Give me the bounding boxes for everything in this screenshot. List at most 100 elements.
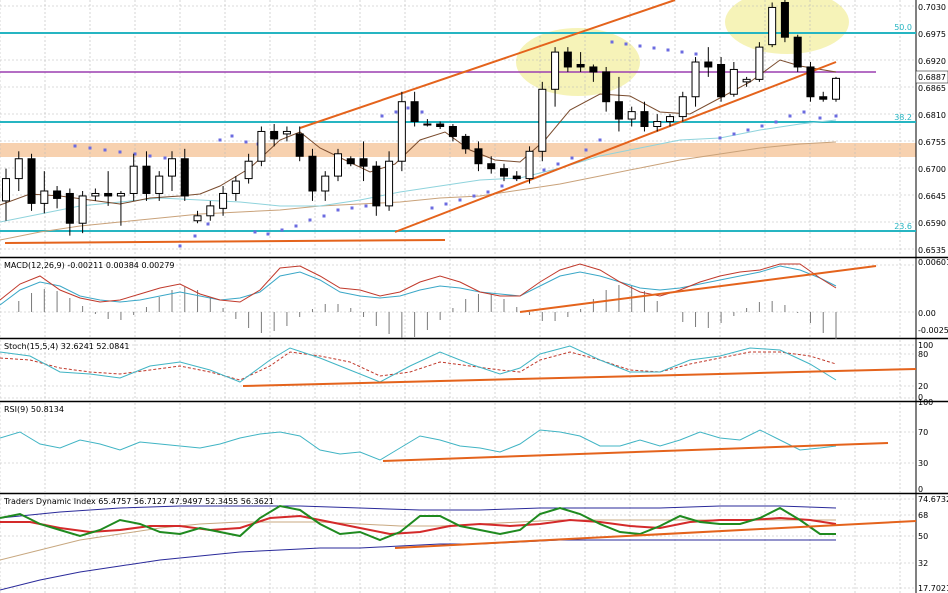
candle-body [308, 155, 317, 192]
price-tick-8: 0.6645 [918, 192, 946, 201]
candle-body [91, 192, 100, 197]
psar-dot [680, 50, 684, 54]
candle-body [678, 96, 687, 118]
tdi-trend-line [394, 520, 917, 549]
price-tick-1: 0.7030 [918, 3, 946, 12]
psar-dot [193, 234, 197, 238]
stoch-tick-0: 0 [918, 393, 923, 402]
psar-dot [718, 136, 722, 140]
candle-body [806, 66, 815, 98]
candle-body [104, 192, 113, 197]
price-tick-6: 0.6755 [918, 138, 946, 147]
tdi-tick-32: 32 [918, 559, 928, 568]
candle-body [448, 126, 457, 137]
psar-dot [178, 244, 182, 248]
candle-body [116, 192, 125, 197]
psar-dot [666, 48, 670, 52]
candle-body [282, 130, 291, 135]
rsi-tick-0: 0 [918, 485, 923, 494]
macd-histogram [18, 285, 837, 339]
candle-body [65, 192, 74, 224]
psar-dot [500, 184, 504, 188]
psar-dot [230, 134, 234, 138]
candle-body [270, 130, 279, 140]
macd-tick-bottom: -0.00259 [918, 326, 948, 335]
candle-body [27, 158, 36, 204]
candle-body [768, 6, 777, 46]
psar-dot [218, 138, 222, 142]
psar-dot [133, 152, 137, 156]
price-tick-2: 0.6975 [918, 30, 946, 39]
psar-dot [253, 230, 257, 234]
psar-dot [394, 110, 398, 114]
rsi-pane: RSI(9) 50.8134 100 70 30 0 [0, 398, 933, 494]
candle-body [423, 123, 432, 126]
rsi-tick-70: 70 [918, 428, 928, 437]
candle-body [78, 195, 87, 224]
psar-dot [638, 44, 642, 48]
candle-body [180, 158, 189, 197]
candle-body [831, 77, 841, 100]
candle-body [461, 135, 470, 150]
psar-dot [364, 204, 368, 208]
stoch-main-line [0, 345, 837, 383]
candle-body [385, 160, 394, 207]
psar-dot [556, 162, 560, 166]
candle-body [346, 158, 355, 165]
candle-body [167, 158, 177, 177]
candle-body [602, 71, 611, 103]
psar-dot [542, 168, 546, 172]
fib-label-38: 38.2 [894, 113, 912, 122]
candle-body [742, 78, 751, 83]
fib-label-23: 23.6 [894, 222, 912, 231]
candle-body [665, 116, 675, 123]
candle-body [359, 158, 368, 167]
highlight-zone-left [516, 28, 640, 96]
psar-dot [746, 128, 750, 132]
psar-dot [148, 154, 152, 158]
rsi-tick-30: 30 [918, 459, 928, 468]
psar-dot [732, 132, 736, 136]
psar-dot [694, 52, 698, 56]
tdi-blue-upper [0, 505, 837, 519]
candle-body [704, 61, 713, 68]
candle-body [206, 205, 215, 217]
candle-body [436, 123, 445, 127]
channel-lower-line [394, 61, 837, 233]
candle-body [40, 190, 49, 204]
candle-body [525, 150, 534, 180]
tdi-tick-68: 68 [918, 511, 928, 520]
macd-trend-line [519, 265, 877, 313]
candle-body [755, 46, 764, 80]
psar-dot [163, 156, 167, 160]
psar-dot [206, 222, 210, 226]
rsi-tick-100: 100 [918, 398, 933, 407]
price-tick-9: 0.6590 [918, 219, 946, 228]
candle-body [780, 1, 789, 38]
psar-dot [760, 124, 764, 128]
macd-signal-line [0, 263, 837, 303]
psar-dot [818, 116, 822, 120]
psar-dot [570, 156, 574, 160]
candle-body [397, 101, 406, 162]
psar-dot [73, 144, 77, 148]
candle-body [372, 165, 381, 207]
candle-body [691, 61, 700, 98]
stoch-pane: Stoch(15,5,4) 32.6241 52.0841 100 80 20 … [0, 341, 933, 402]
psar-dot [103, 148, 107, 152]
psar-dot [308, 218, 312, 222]
psar-dot [584, 148, 588, 152]
rsi-trend-line [382, 442, 889, 462]
macd-tick-zero: 0.00 [918, 309, 936, 318]
candle-body [793, 36, 802, 68]
stoch-signal-line [0, 351, 837, 381]
candle-body [729, 68, 738, 95]
macd-tick-top: 0.00601 [918, 258, 948, 267]
stoch-trend-line [242, 368, 917, 387]
candle-body [563, 51, 572, 68]
psar-dot [336, 208, 340, 212]
candle-body [474, 148, 483, 165]
psar-dot [88, 146, 92, 150]
candle-body [129, 165, 138, 194]
